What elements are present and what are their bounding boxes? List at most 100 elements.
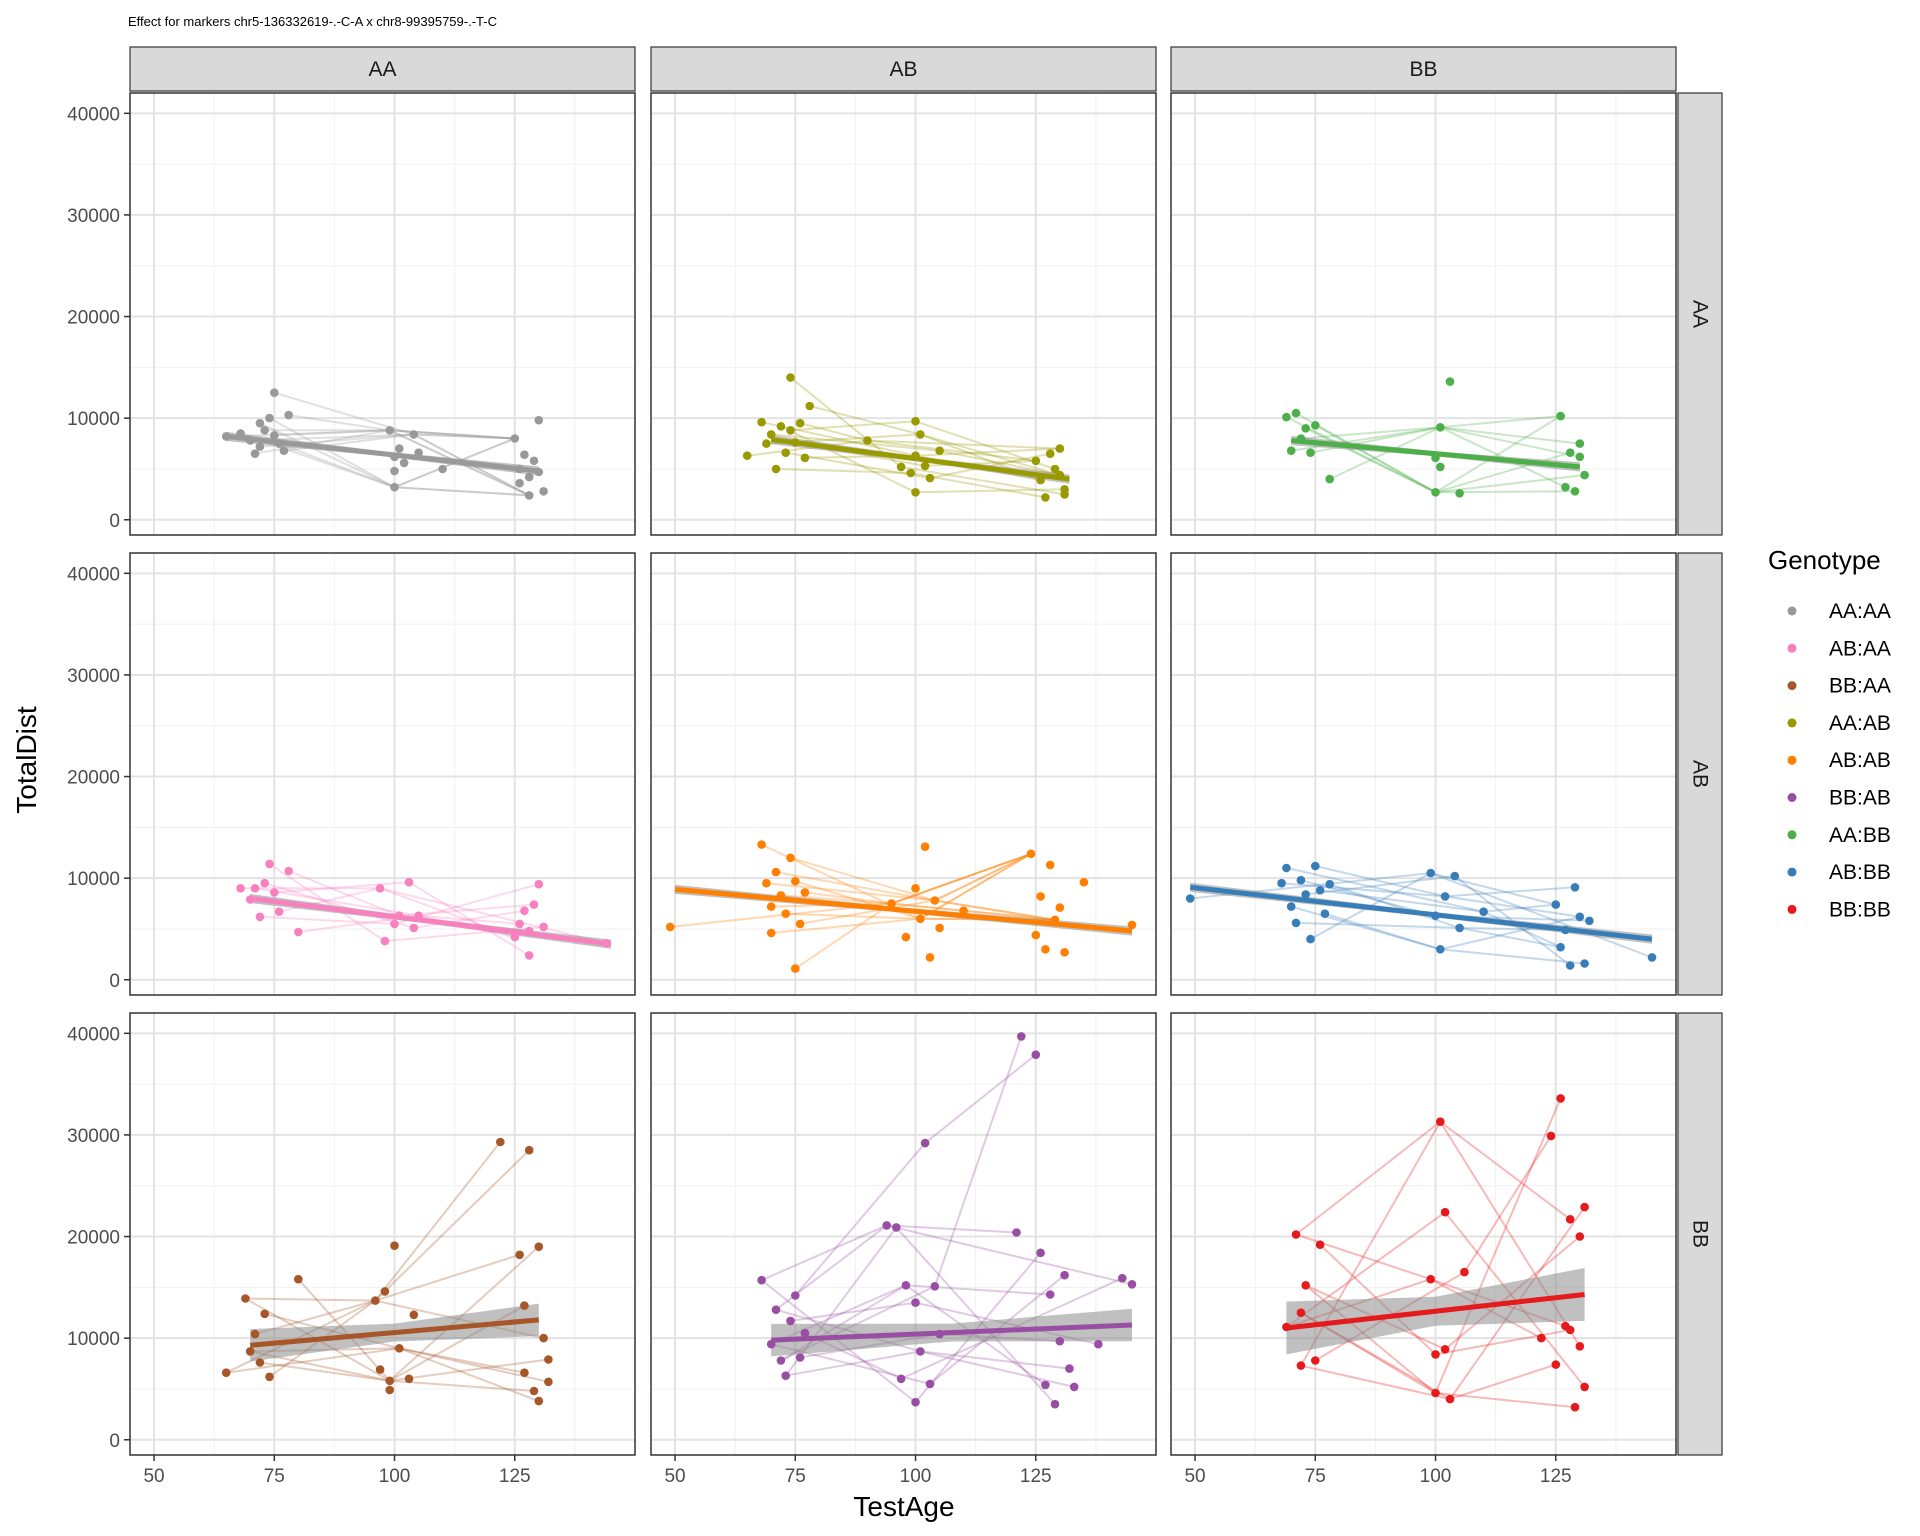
- data-point: [1580, 1382, 1589, 1392]
- facet-col-label: AA: [368, 58, 396, 81]
- legend-label: AA:BB: [1829, 824, 1891, 847]
- data-point: [1291, 1230, 1301, 1239]
- x-tick-label: 50: [143, 1466, 164, 1487]
- data-point: [1325, 879, 1334, 889]
- y-tick-label: 0: [109, 1431, 120, 1452]
- data-point: [1575, 1342, 1585, 1351]
- data-point: [496, 1137, 505, 1147]
- legend-title: Genotype: [1768, 545, 1881, 575]
- data-point: [1479, 907, 1488, 916]
- facet-col-label: AB: [889, 58, 917, 81]
- panel-border: [129, 552, 636, 996]
- data-point: [1431, 488, 1440, 497]
- data-point: [510, 932, 520, 942]
- data-point: [524, 1145, 534, 1155]
- data-point: [1311, 421, 1320, 430]
- legend-label: BB:BB: [1829, 898, 1891, 921]
- y-axis-title: TotalDist: [11, 706, 42, 814]
- data-point: [1455, 923, 1464, 933]
- facet-panel: [130, 1013, 635, 1455]
- data-point: [1565, 1325, 1575, 1335]
- facet-panel: [130, 553, 635, 995]
- panel-border: [1170, 552, 1677, 996]
- data-point: [1585, 916, 1594, 926]
- data-point: [1565, 961, 1575, 970]
- data-point: [795, 919, 805, 929]
- figure-title: Effect for markers chr5-136332619-.-C-A …: [128, 14, 497, 29]
- data-point: [1291, 918, 1301, 928]
- data-point: [1580, 470, 1589, 480]
- facet-panel: [1171, 553, 1676, 995]
- data-point: [771, 1305, 781, 1314]
- data-point: [1094, 1339, 1103, 1349]
- x-tick-label: 50: [1184, 1466, 1205, 1487]
- x-tick-label: 100: [379, 1466, 411, 1487]
- data-point: [1431, 1350, 1440, 1359]
- data-point: [800, 453, 810, 463]
- data-point: [916, 430, 925, 439]
- regression-line: [770, 437, 1070, 482]
- y-tick-label: 20000: [67, 1228, 120, 1249]
- data-point: [805, 401, 814, 411]
- data-point: [270, 431, 279, 440]
- data-point: [380, 1287, 390, 1296]
- data-point: [1647, 953, 1657, 962]
- data-point: [925, 953, 935, 962]
- y-tick-label: 10000: [67, 1329, 120, 1350]
- facet-panel: [1171, 93, 1676, 535]
- y-tick-label: 10000: [67, 409, 120, 430]
- data-point: [1296, 1361, 1306, 1370]
- panel-border: [129, 1012, 636, 1456]
- panel-border: [1170, 1012, 1677, 1456]
- data-point: [1450, 871, 1460, 881]
- data-point: [1041, 493, 1050, 502]
- regression-line: [1286, 1291, 1585, 1331]
- x-tick-label: 75: [785, 1466, 806, 1487]
- data-point: [766, 928, 776, 938]
- data-point: [524, 491, 534, 500]
- data-point: [1127, 920, 1137, 930]
- data-point: [1017, 1032, 1026, 1041]
- regression-line: [771, 1322, 1133, 1343]
- data-point: [795, 1353, 805, 1362]
- data-point: [1286, 902, 1296, 911]
- data-point: [800, 888, 810, 897]
- data-point: [294, 1274, 303, 1284]
- data-point: [1041, 945, 1050, 954]
- data-point: [791, 964, 800, 973]
- data-point: [896, 462, 906, 472]
- data-point: [279, 446, 289, 456]
- data-point: [241, 1294, 250, 1303]
- data-point: [250, 1329, 260, 1339]
- regression-line: [225, 433, 540, 474]
- data-point: [1315, 886, 1325, 895]
- data-point: [1055, 444, 1065, 453]
- data-point: [1315, 1240, 1325, 1249]
- data-point: [882, 1221, 891, 1230]
- data-point: [1436, 423, 1445, 432]
- y-tick-label: 10000: [67, 869, 120, 890]
- data-point: [757, 417, 766, 427]
- data-point: [1580, 959, 1589, 968]
- data-point: [265, 1372, 274, 1382]
- data-point: [524, 951, 534, 960]
- legend-swatch: [1787, 867, 1797, 877]
- data-point: [920, 461, 930, 471]
- data-point: [665, 922, 675, 932]
- data-point: [1296, 1308, 1306, 1317]
- data-point: [887, 899, 896, 908]
- data-point: [250, 449, 260, 459]
- data-point: [795, 418, 805, 428]
- y-tick-label: 30000: [67, 206, 120, 227]
- data-point: [534, 415, 544, 425]
- data-point: [901, 932, 911, 942]
- legend-label: BB:AA: [1829, 675, 1891, 698]
- y-tick-label: 30000: [67, 666, 120, 687]
- data-point: [1460, 1267, 1469, 1277]
- data-point: [284, 410, 294, 420]
- data-point: [786, 426, 795, 435]
- facet-panel: [651, 93, 1156, 535]
- data-point: [395, 1344, 404, 1353]
- data-point: [539, 922, 548, 932]
- panel-data-AB:AA: [236, 859, 612, 960]
